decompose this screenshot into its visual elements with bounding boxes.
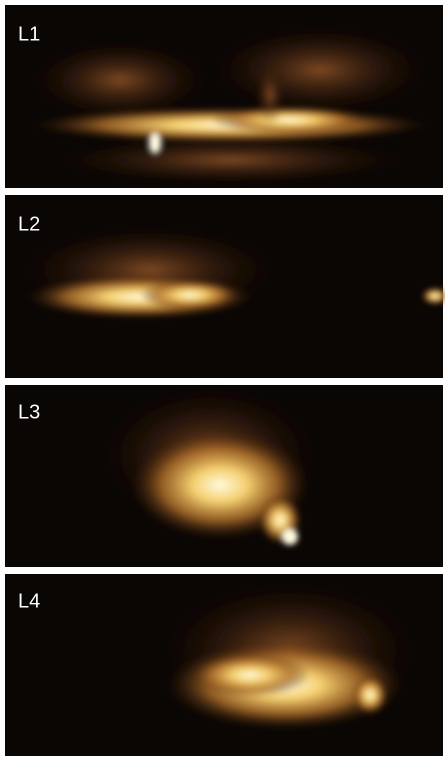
spot [282, 529, 298, 545]
streak [255, 65, 285, 125]
blob [352, 675, 388, 715]
blob [190, 653, 310, 697]
panel-label: L3 [18, 401, 40, 423]
panel: L1 [5, 5, 443, 188]
noise [210, 25, 430, 115]
blob [140, 280, 240, 310]
panel: L4 [5, 574, 443, 756]
signal [160, 580, 420, 730]
panel: L2 [5, 195, 445, 378]
panel-label: L1 [18, 23, 40, 45]
page: L1 L2 L3 L4 (() => { c [0, 0, 445, 758]
panel: L3 [5, 385, 443, 567]
panel-label: L4 [18, 590, 40, 612]
panel-label: L2 [18, 213, 40, 235]
spot [149, 133, 161, 153]
streak [210, 106, 370, 134]
figure: L1 L2 L3 L4 [0, 0, 445, 758]
